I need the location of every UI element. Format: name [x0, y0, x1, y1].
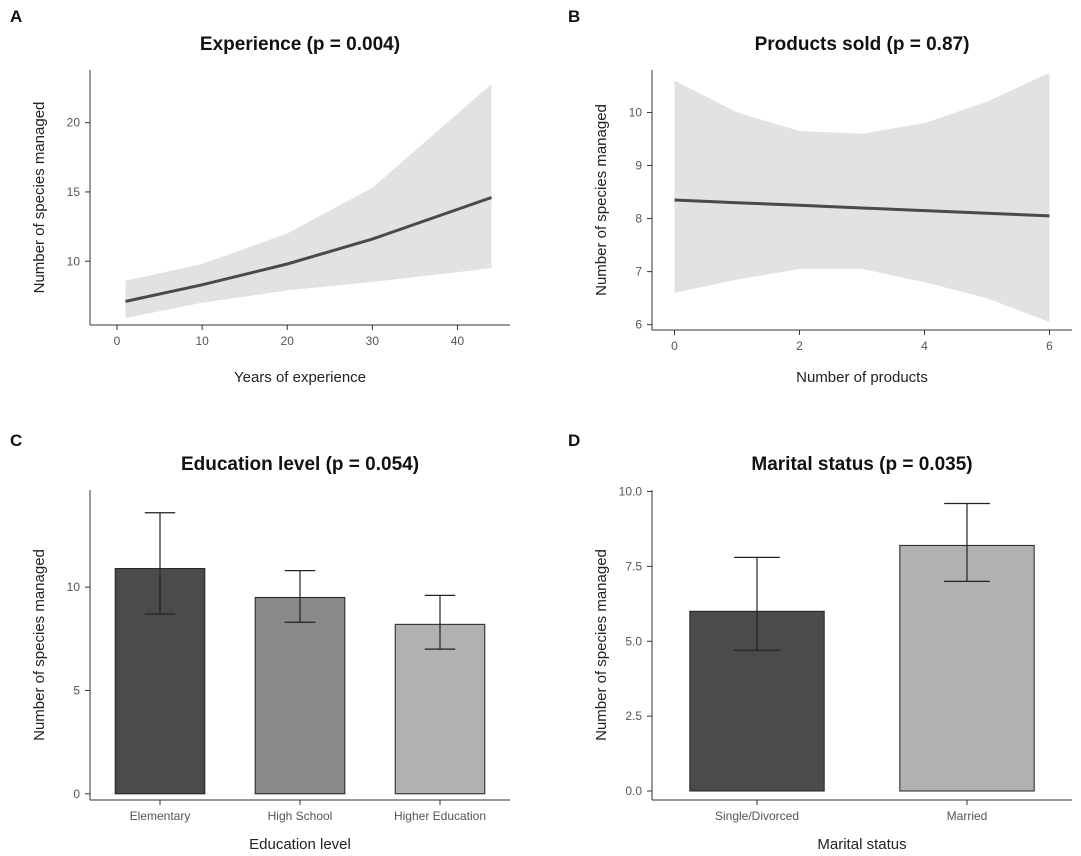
y-tick-label: 5.0	[625, 634, 642, 648]
chart-title: Marital status (p = 0.035)	[751, 454, 972, 475]
chart-title: Experience (p = 0.004)	[200, 34, 400, 55]
y-tick-label: 10	[67, 254, 81, 268]
y-tick-label: 6	[635, 318, 642, 332]
bar	[899, 544, 1035, 792]
bar	[254, 596, 346, 795]
y-axis-label: Number of species managed	[31, 549, 48, 741]
x-tick-label: Higher Education	[394, 809, 486, 823]
x-tick-label: Married	[947, 809, 988, 823]
x-tick-label: Elementary	[130, 809, 191, 823]
x-axis-label: Marital status	[817, 836, 906, 853]
chart-title: Education level (p = 0.054)	[181, 454, 419, 475]
x-axis-label: Education level	[249, 836, 351, 853]
y-tick-label: 10	[67, 580, 81, 594]
fit-line	[125, 196, 492, 303]
y-tick-label: 15	[67, 185, 81, 199]
y-tick-label: 10	[629, 105, 643, 119]
x-axis-label: Years of experience	[234, 369, 366, 386]
x-tick-label: 6	[1046, 339, 1053, 353]
y-tick-label: 8	[635, 212, 642, 226]
y-axis-label: Number of species managed	[593, 104, 610, 296]
confidence-band	[125, 83, 492, 319]
x-tick-label: 40	[451, 334, 465, 348]
chart-title: Products sold (p = 0.87)	[755, 34, 970, 55]
x-tick-label: 4	[921, 339, 928, 353]
panel-d: D Marital status (p = 0.035) Marital statu…	[568, 431, 1072, 853]
y-tick-label: 10.0	[619, 484, 643, 498]
fit-line	[674, 198, 1050, 218]
x-tick-label: 20	[281, 334, 295, 348]
panel-b: B Products sold (p = 0.87) Number of produ…	[568, 7, 1072, 386]
panel-letter: D	[568, 431, 580, 450]
panel-letter: A	[10, 7, 22, 26]
x-tick-label: 0	[671, 339, 678, 353]
y-tick-label: 5	[73, 683, 80, 697]
x-tick-label: Single/Divorced	[715, 809, 799, 823]
panel-a: A Experience (p = 0.004) Years of experien…	[10, 7, 510, 386]
panel-c: C Education level (p = 0.054) Education le…	[10, 431, 510, 853]
y-tick-label: 9	[635, 159, 642, 173]
x-tick-label: High School	[268, 809, 333, 823]
x-tick-label: 30	[366, 334, 380, 348]
y-axis-label: Number of species managed	[593, 549, 610, 741]
y-axis-label: Number of species managed	[31, 102, 48, 294]
panel-letter: C	[10, 431, 22, 450]
x-tick-label: 10	[195, 334, 209, 348]
y-tick-label: 7	[635, 265, 642, 279]
confidence-band	[674, 72, 1050, 322]
x-tick-label: 2	[796, 339, 803, 353]
y-tick-label: 0.0	[625, 784, 642, 798]
y-tick-label: 2.5	[625, 709, 642, 723]
y-tick-label: 0	[73, 787, 80, 801]
y-tick-label: 20	[67, 116, 81, 130]
x-tick-label: 0	[114, 334, 121, 348]
bar	[394, 623, 486, 795]
x-axis-label: Number of products	[796, 369, 928, 386]
y-tick-label: 7.5	[625, 559, 642, 573]
panel-letter: B	[568, 7, 580, 26]
